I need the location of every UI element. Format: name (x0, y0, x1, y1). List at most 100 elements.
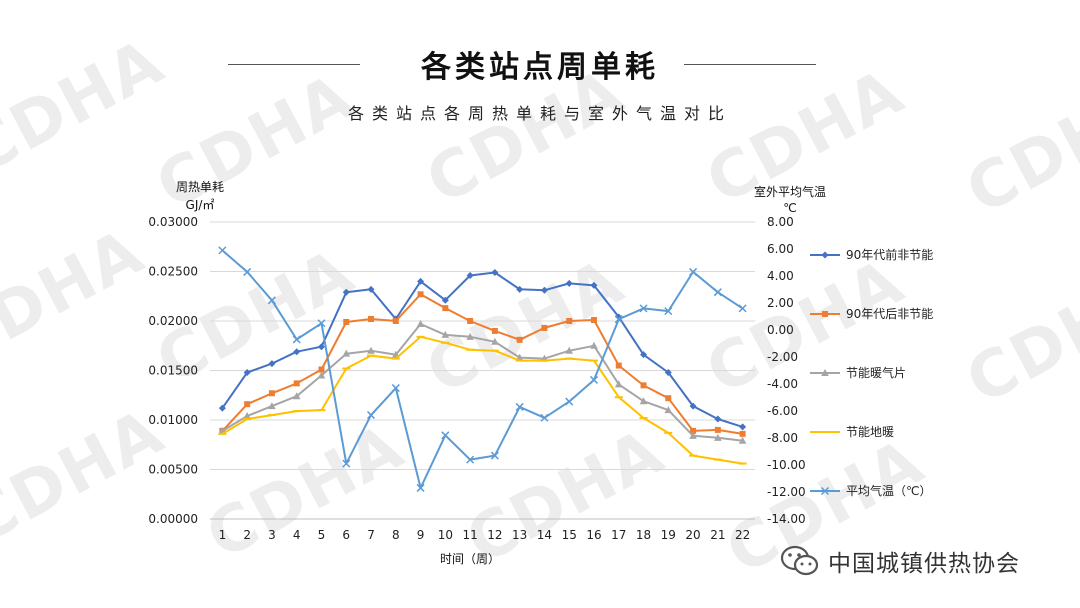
x-tick-label: 20 (685, 528, 700, 542)
data-point (491, 327, 498, 334)
data-point (665, 395, 672, 402)
x-tick-label: 12 (487, 528, 502, 542)
data-point (317, 371, 326, 379)
x-tick-label: 7 (367, 528, 375, 542)
data-point (466, 455, 475, 464)
y-right-tick-label: 6.00 (767, 242, 794, 256)
data-point (664, 368, 672, 376)
data-point (714, 415, 722, 423)
y-right-tick-label: 0.00 (767, 323, 794, 337)
y-right-tick-label: -8.00 (767, 431, 798, 445)
data-point (293, 348, 301, 356)
x-tick-label: 16 (586, 528, 601, 542)
x-tick-label: 19 (661, 528, 676, 542)
y-right-tick-label: -6.00 (767, 404, 798, 418)
series-line (221, 323, 743, 442)
data-point (590, 341, 598, 349)
y-left-label-line1: 周热单耗 (175, 180, 224, 194)
data-point (417, 291, 424, 298)
page-title: 各类站点周单耗 (421, 50, 659, 85)
data-point (639, 304, 648, 313)
data-point (317, 319, 326, 328)
brand-logo: 中国城镇供热协会 (780, 543, 1020, 579)
y-right-tick-label: -12.00 (767, 485, 806, 499)
data-point (640, 351, 648, 359)
data-point (466, 332, 474, 340)
legend-label: 平均气温（℃） (846, 483, 931, 498)
data-point (491, 337, 499, 345)
data-point (689, 267, 698, 276)
chart-subtitle: 各类站点各周热单耗与室外气温对比 (347, 104, 732, 123)
data-point (218, 404, 226, 412)
data-point (664, 307, 673, 316)
data-point (368, 316, 375, 323)
data-point (441, 330, 450, 338)
y-right-tick-label: -14.00 (767, 512, 806, 526)
data-point (540, 286, 548, 294)
series-line (221, 271, 743, 428)
data-point (342, 349, 351, 357)
x-tick-label: 11 (462, 528, 477, 542)
data-point (491, 268, 499, 276)
x-tick-label: 14 (537, 528, 552, 542)
series-line (221, 249, 744, 489)
data-point (417, 277, 425, 285)
data-point (342, 459, 351, 468)
x-tick-label: 8 (392, 528, 400, 542)
y-left-tick-label: 0.00000 (148, 512, 198, 526)
data-point (565, 279, 573, 287)
data-point (822, 311, 828, 317)
x-tick-label: 22 (735, 528, 750, 542)
y-right-tick-label: 4.00 (767, 269, 794, 283)
title-rule-left (228, 64, 360, 65)
data-point (516, 285, 524, 293)
y-right-tick-label: -4.00 (767, 377, 798, 391)
data-point (442, 305, 449, 312)
data-point (820, 486, 830, 496)
data-point (565, 397, 574, 406)
data-point (243, 267, 252, 276)
series-line (221, 293, 743, 435)
data-point (639, 397, 648, 405)
data-point (714, 433, 722, 441)
data-point (566, 318, 573, 324)
data-point (268, 402, 276, 410)
y-right-tick-label: 8.00 (767, 215, 794, 229)
x-tick-label: 6 (342, 528, 350, 542)
data-point (821, 251, 829, 259)
data-point (615, 362, 622, 369)
data-point (689, 402, 697, 410)
y-left-tick-label: 0.02500 (148, 265, 198, 279)
data-point (343, 318, 350, 325)
data-point (565, 346, 574, 354)
legend-label: 节能地暖 (846, 425, 894, 439)
data-point (541, 324, 548, 331)
data-point (244, 401, 251, 408)
data-point (391, 384, 400, 393)
data-point (293, 380, 300, 387)
series-line (221, 335, 743, 465)
data-point (689, 431, 697, 439)
x-tick-label: 10 (438, 528, 453, 542)
data-point (467, 318, 474, 324)
x-tick-label: 17 (611, 528, 626, 542)
data-point (441, 431, 450, 440)
y-right-tick-label: -10.00 (767, 458, 806, 472)
y-left-tick-label: 0.03000 (148, 215, 198, 229)
data-point (821, 369, 829, 376)
data-point (516, 336, 523, 343)
x-tick-label: 9 (417, 528, 425, 542)
data-point (243, 368, 251, 376)
data-point (466, 271, 474, 279)
data-point (441, 296, 449, 304)
data-point (218, 246, 227, 255)
x-tick-label: 4 (293, 528, 301, 542)
data-point (515, 402, 524, 411)
data-point (267, 296, 276, 305)
y-right-label-line2: ℃ (783, 201, 797, 215)
data-point (366, 411, 376, 420)
legend-label: 90年代后非节能 (846, 307, 933, 321)
x-tick-label: 5 (318, 528, 326, 542)
x-tick-label: 3 (268, 528, 276, 542)
data-point (540, 413, 549, 422)
